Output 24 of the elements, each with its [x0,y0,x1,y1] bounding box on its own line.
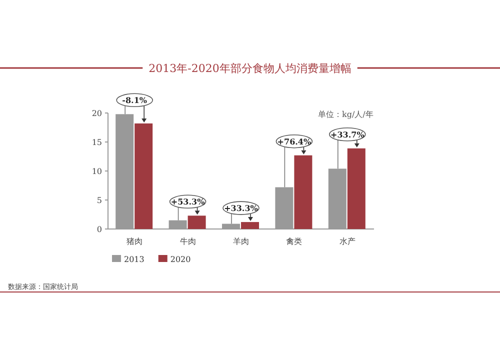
chart-subtitle: 单位：kg/人/年 [318,110,374,119]
legend-label: 2020 [170,255,191,264]
x-tick-label: 猪肉 [126,237,143,246]
bar [188,216,206,229]
y-tick-label: 5 [96,196,102,205]
bar [294,155,312,229]
y-tick-label: 15 [92,138,102,147]
annotation: +33.7% [330,129,365,140]
chart-title: 2013年-2020年部分食物人均消费量增幅 [148,62,352,75]
y-tick-label: 0 [96,225,102,234]
annotation: +76.4% [277,136,312,146]
y-tick-label: 10 [92,167,102,176]
legend-label: 2013 [124,255,144,264]
x-tick-label: 水产 [339,237,356,246]
annotation: +33.3% [224,203,258,214]
x-tick-label: 禽类 [286,237,302,246]
annotation: +53.3% [170,196,206,207]
y-tick-label: 20 [92,109,102,118]
x-tick-label: 羊肉 [233,237,249,246]
bar [241,222,259,229]
bar [347,148,366,229]
x-tick-label: 牛肉 [180,237,196,246]
bar [134,123,153,229]
annotation: -8.1% [122,95,148,106]
